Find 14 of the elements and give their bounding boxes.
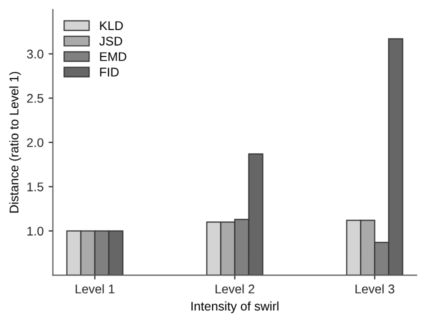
x-tick-label: Level 2 [216, 284, 254, 294]
y-tick-label: 3.0 [26, 50, 44, 59]
x-tick-label: Level 3 [356, 284, 394, 294]
x-tick-label: Level 1 [76, 284, 114, 294]
y-tick-label: 2.5 [27, 94, 44, 103]
legend-label: EMD [100, 52, 126, 61]
legend-label: JSD [99, 36, 122, 46]
legend-label: FID [100, 68, 119, 76]
x-axis-title: Intensity of swirl [191, 301, 278, 314]
y-tick-label: 1.0 [27, 226, 44, 236]
y-tick-label: 1.5 [27, 182, 44, 192]
y-axis-title: Distance (ratio to Level 1) [9, 72, 21, 213]
legend-label: KLD [100, 21, 123, 30]
y-tick-label: 2.0 [27, 138, 44, 148]
